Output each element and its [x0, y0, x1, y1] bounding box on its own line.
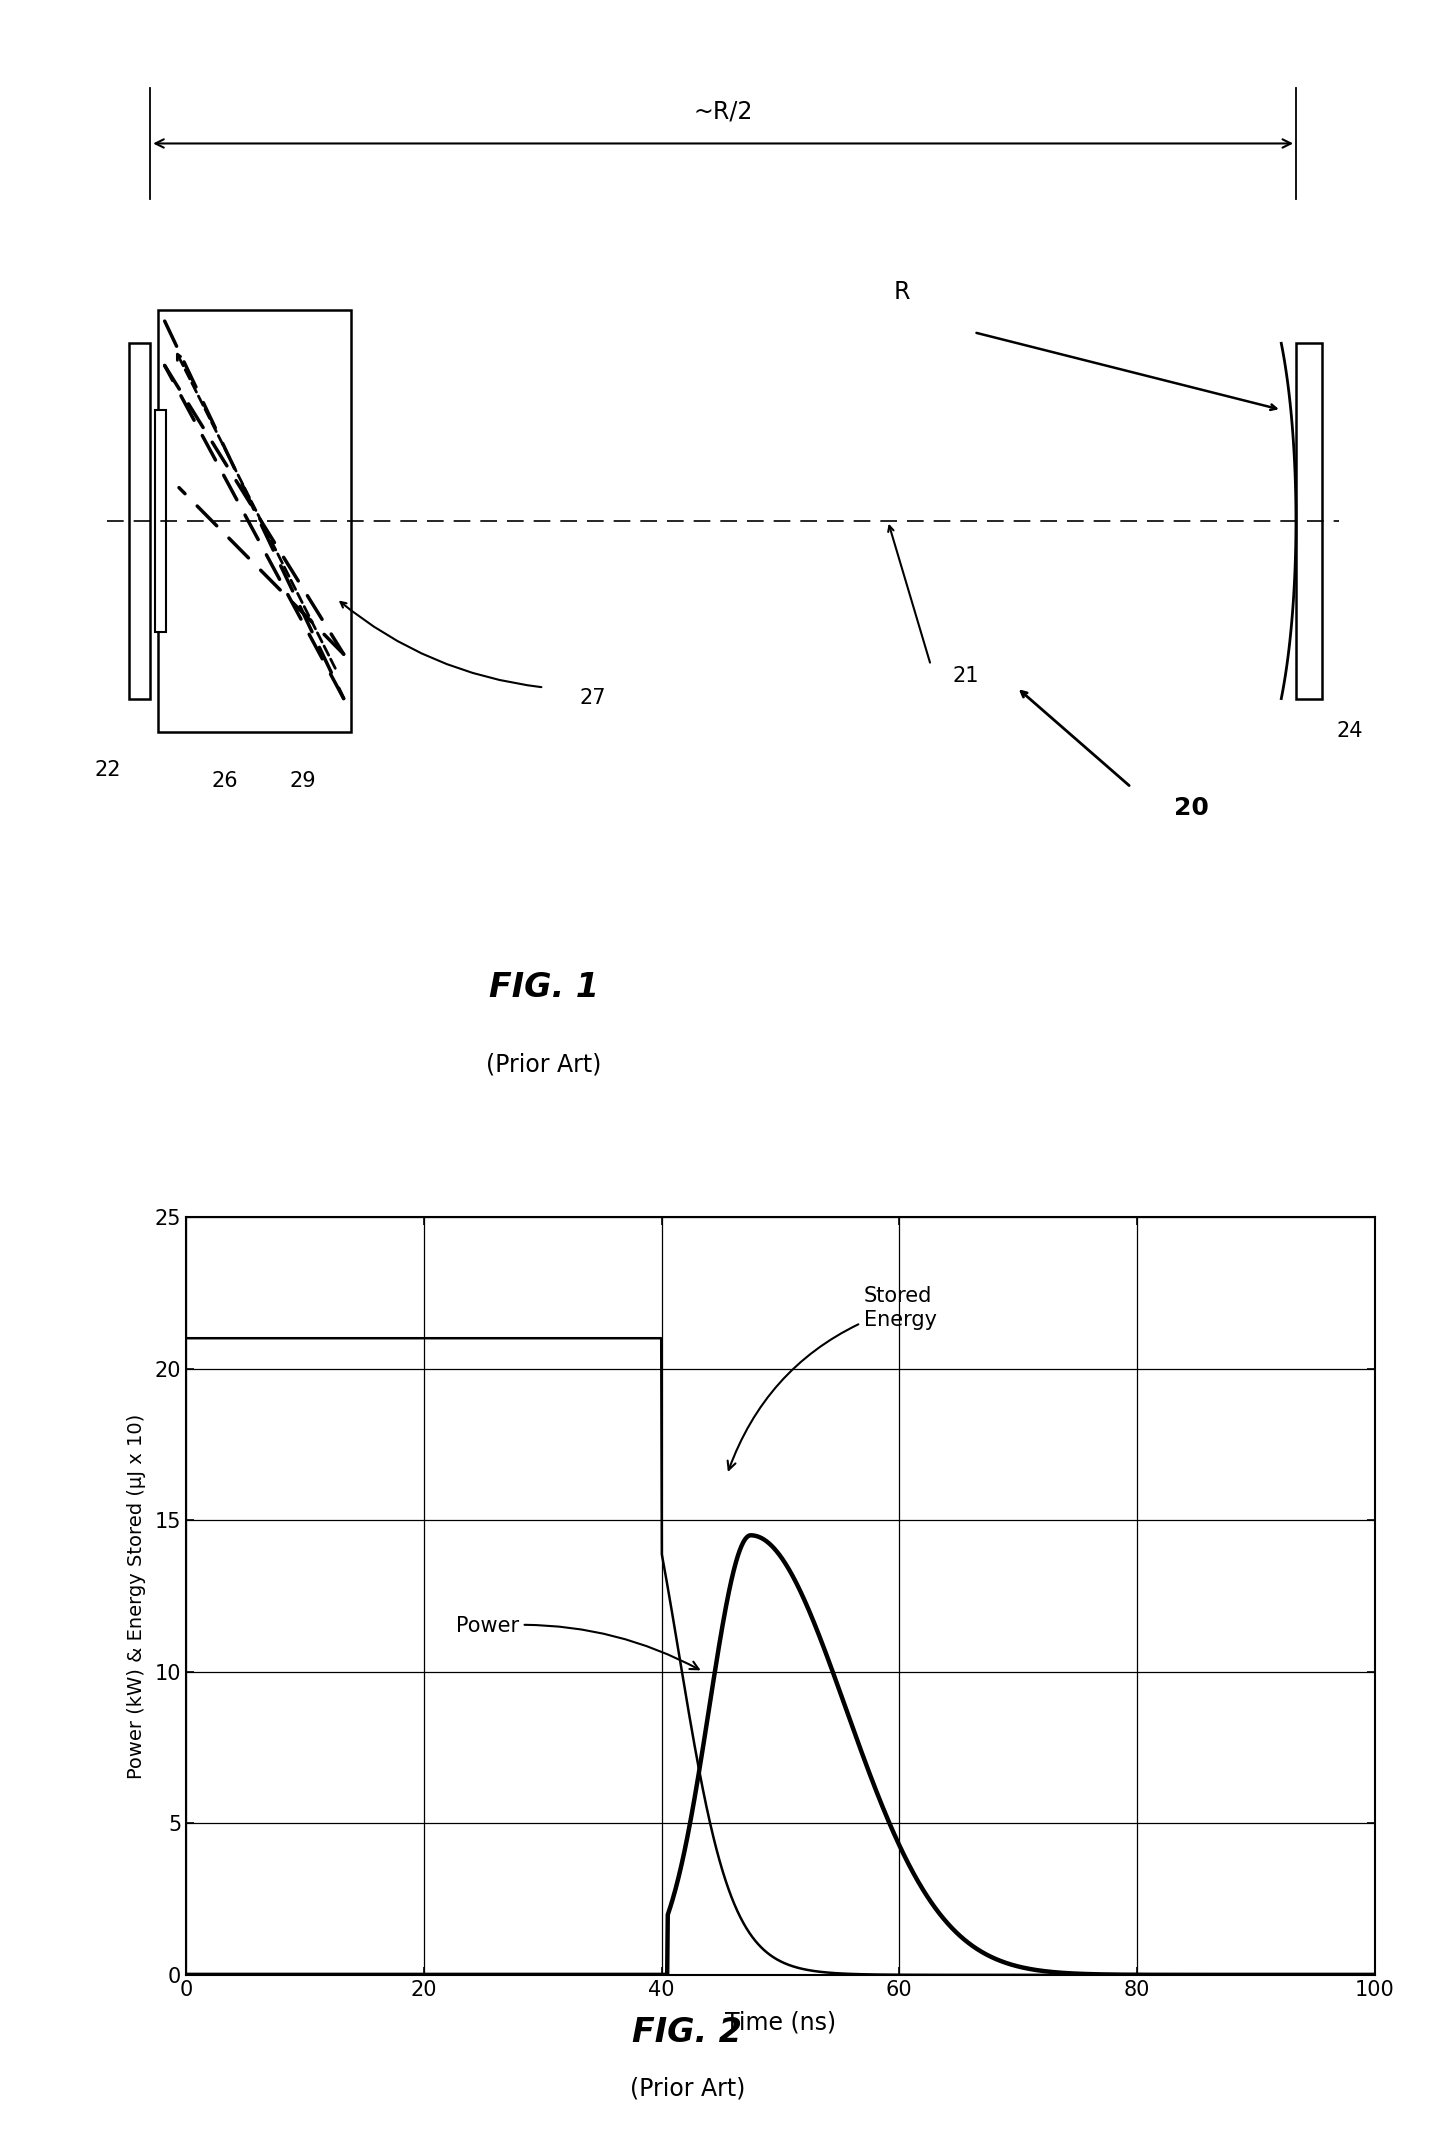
- Text: Stored
Energy: Stored Energy: [727, 1285, 937, 1469]
- Text: (Prior Art): (Prior Art): [630, 2075, 745, 2101]
- Bar: [158, 310, 351, 732]
- Text: FIG. 2: FIG. 2: [633, 2015, 742, 2050]
- Text: 26: 26: [212, 771, 239, 792]
- Bar: [155, 410, 166, 632]
- Text: 29: 29: [289, 771, 316, 792]
- Text: 21: 21: [952, 666, 979, 685]
- Bar: [129, 344, 150, 698]
- Text: 24: 24: [1336, 722, 1363, 741]
- Text: FIG. 1: FIG. 1: [490, 971, 599, 1003]
- Text: R: R: [894, 280, 911, 305]
- X-axis label: Time (ns): Time (ns): [725, 2011, 836, 2035]
- Text: ~R/2: ~R/2: [693, 100, 753, 124]
- Y-axis label: Power (kW) & Energy Stored (μJ x 10): Power (kW) & Energy Stored (μJ x 10): [127, 1413, 146, 1778]
- Text: 20: 20: [1174, 796, 1209, 820]
- Bar: [1296, 344, 1322, 698]
- Text: (Prior Art): (Prior Art): [487, 1053, 601, 1076]
- Text: Power: Power: [455, 1616, 699, 1670]
- Text: 27: 27: [580, 687, 607, 709]
- Text: 22: 22: [95, 760, 120, 779]
